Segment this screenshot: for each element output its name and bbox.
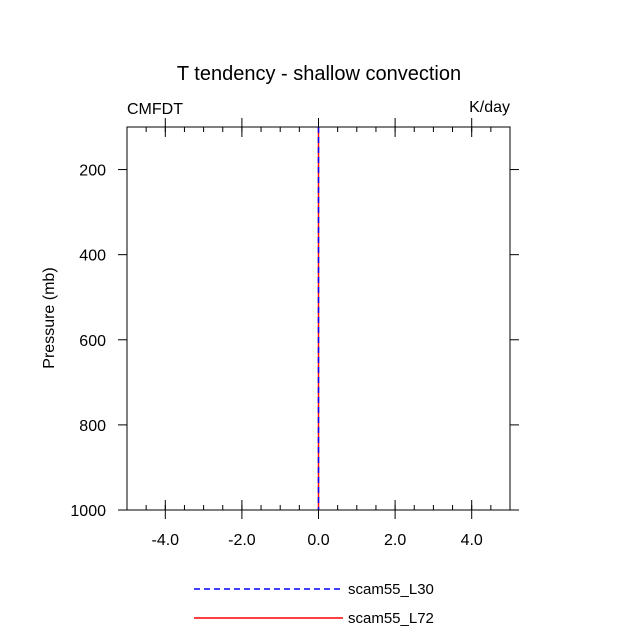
x-tick-label: -2.0	[228, 532, 256, 549]
x-tick-label: 2.0	[384, 532, 406, 549]
x-tick-label: -4.0	[152, 532, 180, 549]
chart-title: T tendency - shallow convection	[177, 63, 461, 85]
plot-frame	[126, 126, 511, 511]
y-tick-label: 600	[79, 333, 106, 350]
legend-label: scam55_L30	[348, 581, 434, 598]
tick-labels: -4.0 -2.0 0.0 2.0 4.0 200 400 600 800 1000	[70, 163, 483, 549]
y-tick-label: 400	[79, 248, 106, 265]
right-string: K/day	[469, 99, 510, 116]
legend-label: scam55_L72	[348, 610, 434, 627]
x-tick-label: 4.0	[461, 532, 483, 549]
y-axis-label: Pressure (mb)	[41, 267, 58, 368]
y-tick-label: 1000	[70, 503, 106, 520]
y-tick-label: 800	[79, 418, 106, 435]
y-tick-label: 200	[79, 163, 106, 180]
x-tick-label: 0.0	[307, 532, 329, 549]
left-string: CMFDT	[127, 101, 183, 118]
legend: scam55_L30 scam55_L72	[194, 581, 434, 627]
